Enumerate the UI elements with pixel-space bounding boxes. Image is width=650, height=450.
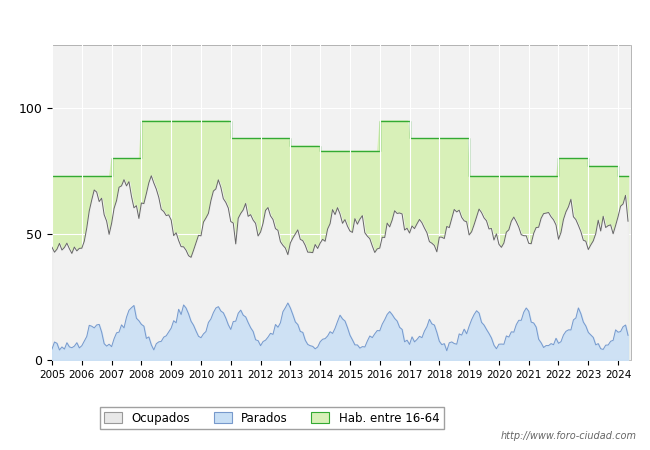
Legend: Ocupados, Parados, Hab. entre 16-64: Ocupados, Parados, Hab. entre 16-64 (99, 407, 444, 429)
Text: http://www.foro-ciudad.com: http://www.foro-ciudad.com (501, 431, 637, 441)
Text: Castillejo de Mesleón - Evolucion de la poblacion en edad de Trabajar Mayo de 20: Castillejo de Mesleón - Evolucion de la … (10, 13, 640, 26)
